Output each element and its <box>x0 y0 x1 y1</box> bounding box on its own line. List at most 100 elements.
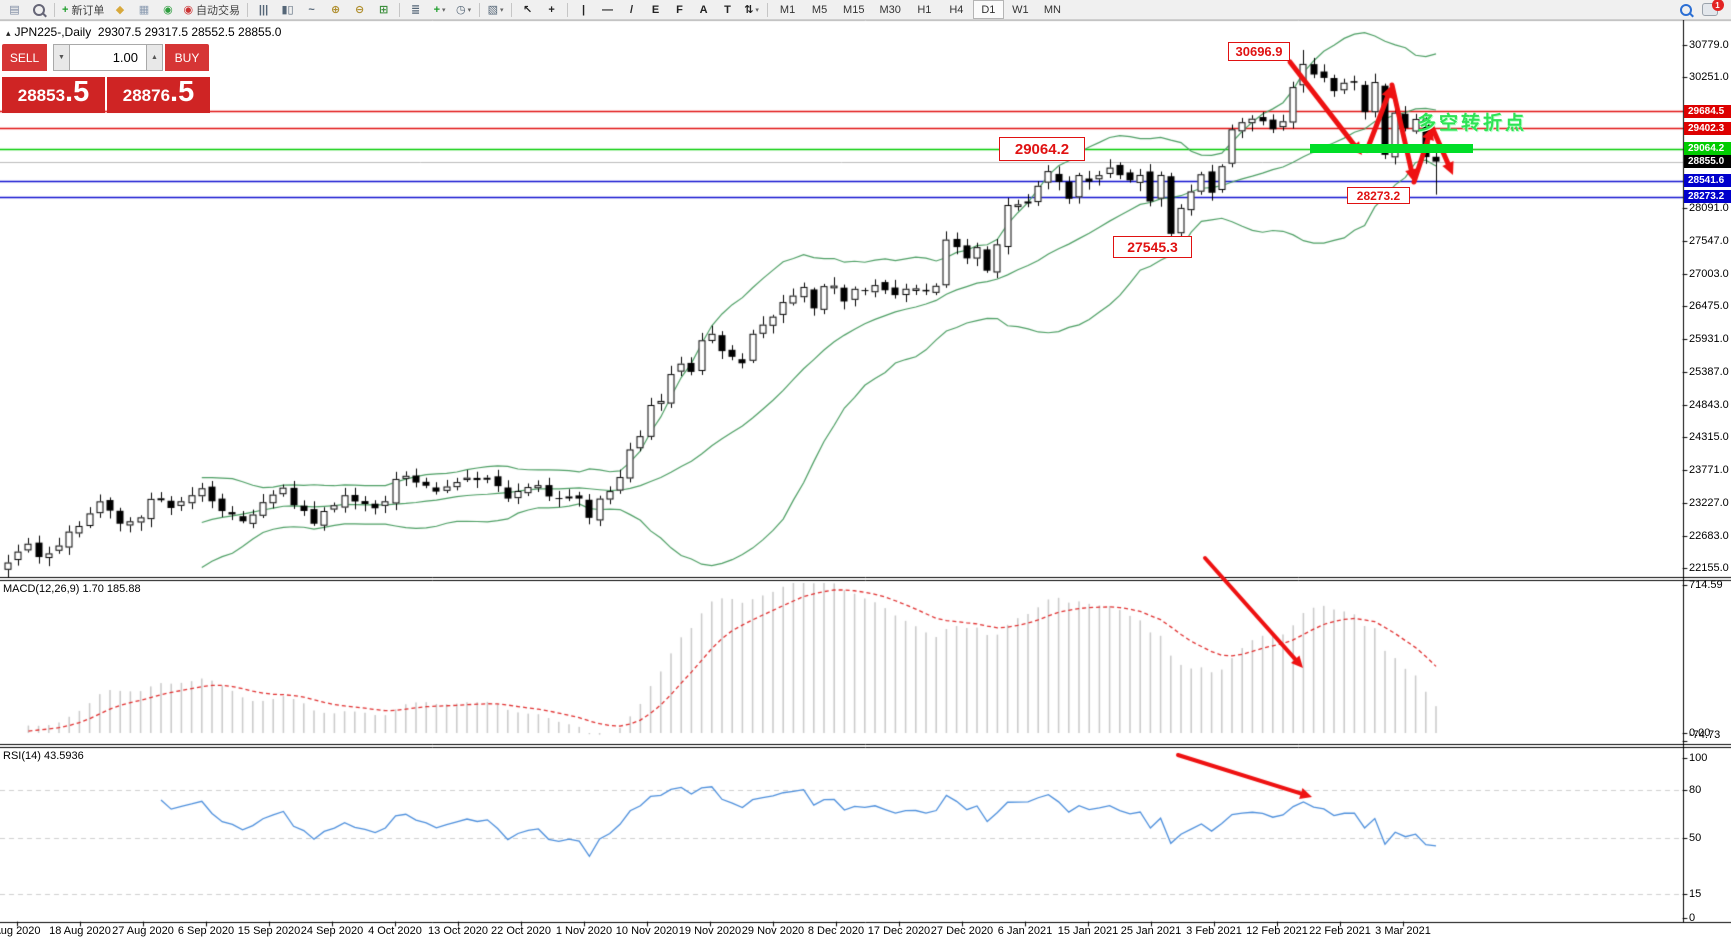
rsi-axis-tick-label: 50 <box>1689 832 1702 844</box>
zoom-out-icon[interactable]: ⊖ <box>348 1 371 18</box>
macd-axis-tick-label: 0.00 <box>1689 727 1711 739</box>
toolbar-separator <box>567 2 569 17</box>
price-level-badge: 29064.2 <box>1684 142 1731 156</box>
pivot-zone-bar[interactable] <box>1310 144 1473 153</box>
rsi-label: RSI(14) 43.5936 <box>3 750 84 762</box>
buy-button[interactable]: BUY <box>165 44 209 71</box>
candlestick-chart-icon: ▮▯ <box>281 4 294 16</box>
timeframe-d1[interactable]: D1 <box>972 0 1004 19</box>
date-axis-label: Aug 2020 <box>0 925 41 937</box>
autotrading-button[interactable]: ◉ 自动交易 <box>180 1 243 18</box>
timeframe-mn[interactable]: MN <box>1043 3 1061 16</box>
timeframe-m1[interactable]: M1 <box>779 3 796 16</box>
bar-chart-icon[interactable]: ||| <box>252 1 275 18</box>
tile-windows-icon: ⊞ <box>378 4 389 16</box>
date-axis-label: 25 Jan 2021 <box>1120 925 1182 937</box>
horizontal-line-icon[interactable]: — <box>596 1 619 18</box>
broadcast-icon[interactable]: ◉ <box>156 1 179 18</box>
volume-input[interactable]: 1.00 <box>70 44 146 71</box>
rsi-axis-tick-label: 0 <box>1689 912 1696 924</box>
cursor-icon[interactable]: ↖ <box>516 1 539 18</box>
new-order-button[interactable]: + 新订单 <box>59 1 107 18</box>
cursor-icon: ↖ <box>522 4 533 16</box>
broadcast-icon: ◉ <box>163 4 173 16</box>
search-icon <box>1679 3 1692 16</box>
macd-axis-tick-label: 714.59 <box>1689 579 1723 591</box>
vertical-line-icon[interactable]: | <box>572 1 595 18</box>
window-icon: ▤ <box>9 4 20 16</box>
template-icon-dropdown[interactable]: ▾ <box>499 6 504 14</box>
timeframe-h1[interactable]: H1 <box>917 3 932 16</box>
volume-decrease-button[interactable]: ▼ <box>53 44 70 71</box>
macd-label: MACD(12,26,9) 1.70 185.88 <box>3 583 141 595</box>
tile-windows-icon[interactable]: ⊞ <box>372 1 395 18</box>
timeframe-h4[interactable]: H4 <box>949 3 964 16</box>
price-axis-tick-label: 27003.0 <box>1689 267 1729 280</box>
date-axis-label: 13 Oct 2020 <box>428 925 488 937</box>
toolbar-separator <box>54 2 55 17</box>
timeframe-w1[interactable]: W1 <box>1012 3 1029 16</box>
line-chart-icon[interactable]: ~ <box>300 1 323 18</box>
price-axis-tick-label: 27547.0 <box>1689 234 1729 247</box>
timeframe-m30[interactable]: M30 <box>879 3 901 16</box>
print-preview-icon[interactable] <box>27 1 50 18</box>
toolbar-separator <box>247 2 249 17</box>
arrows-icon[interactable]: ⇅ ▾ <box>740 1 763 18</box>
period-icon[interactable]: ◷ ▾ <box>452 1 475 18</box>
crosshair-icon: + <box>548 3 555 16</box>
date-axis-label: 8 Dec 2020 <box>807 925 865 937</box>
trendline-icon[interactable]: / <box>620 1 643 18</box>
date-axis-label: 18 Aug 2020 <box>49 925 111 937</box>
peak-price-label[interactable]: 30696.9 <box>1228 42 1290 61</box>
sell-price-main: 28853 <box>17 86 66 105</box>
window-icon[interactable]: ▤ <box>3 1 26 18</box>
support-price-label[interactable]: 28273.2 <box>1347 187 1410 204</box>
price-axis-tick-label: 23771.0 <box>1689 463 1729 476</box>
sell-button[interactable]: SELL <box>2 44 47 71</box>
price-axis-tick-label: 23227.0 <box>1689 496 1729 509</box>
crosshair-icon[interactable]: + <box>540 1 563 18</box>
timeframe-m5[interactable]: M5 <box>811 3 828 16</box>
timeframe-m15[interactable]: M15 <box>843 3 865 16</box>
sell-price-button[interactable]: 28853 .5 <box>2 77 105 113</box>
text-icon: A <box>699 3 708 16</box>
buy-price-button[interactable]: 28876 .5 <box>107 77 210 113</box>
ohlc-values: 29307.5 29317.5 28552.5 28855.0 <box>97 25 282 39</box>
indicators-icon[interactable]: ≣ <box>404 1 427 18</box>
swing-low-price-label[interactable]: 27545.3 <box>1113 236 1192 258</box>
eraser-icon[interactable]: ◆ <box>108 1 131 18</box>
fibonacci-icon[interactable]: F <box>668 1 691 18</box>
line-chart-icon: ~ <box>308 3 315 16</box>
date-axis-label: 15 Sep 2020 <box>237 925 301 937</box>
date-axis-label: 3 Feb 2021 <box>1186 925 1242 937</box>
volume-increase-button[interactable]: ▲ <box>146 44 163 71</box>
period-icon-dropdown[interactable]: ▾ <box>467 6 472 14</box>
date-axis-label: 27 Aug 2020 <box>112 925 174 937</box>
notification-count-badge: 1 <box>1711 0 1724 11</box>
candlestick-chart-icon[interactable]: ▮▯ <box>276 1 299 18</box>
add-indicator-button[interactable]: + ▾ <box>428 1 451 18</box>
notifications-button[interactable]: 1 <box>1698 0 1724 18</box>
resistance-price-label[interactable]: 29064.2 <box>999 137 1085 161</box>
vertical-line-icon: | <box>582 3 586 16</box>
printer-icon[interactable]: ▦ <box>132 1 155 18</box>
template-icon[interactable]: ▧ ▾ <box>484 1 507 18</box>
chart-icon: ▴ <box>6 28 11 38</box>
date-axis-label: 24 Sep 2020 <box>300 925 364 937</box>
date-axis-label: 19 Nov 2020 <box>678 925 742 937</box>
arrows-icon: ⇅ <box>744 4 754 16</box>
search-button[interactable] <box>1674 1 1697 18</box>
add-indicator-button-dropdown[interactable]: ▾ <box>442 6 446 14</box>
new-order-button: + <box>62 3 69 16</box>
toolbar-separator <box>399 2 401 17</box>
date-axis-label: 6 Sep 2020 <box>177 925 235 937</box>
autotrading-button: ◉ <box>183 4 194 16</box>
text-icon[interactable]: A <box>692 1 715 18</box>
arrows-icon-dropdown[interactable]: ▾ <box>755 6 759 14</box>
equidistant-channel-icon[interactable]: E <box>644 1 667 18</box>
pivot-annotation-text[interactable]: 多空转折点 <box>1417 113 1528 134</box>
date-axis-label: 22 Feb 2021 <box>1309 925 1371 937</box>
text-label-icon[interactable]: T <box>716 1 739 18</box>
zoom-in-icon[interactable]: ⊕ <box>324 1 347 18</box>
